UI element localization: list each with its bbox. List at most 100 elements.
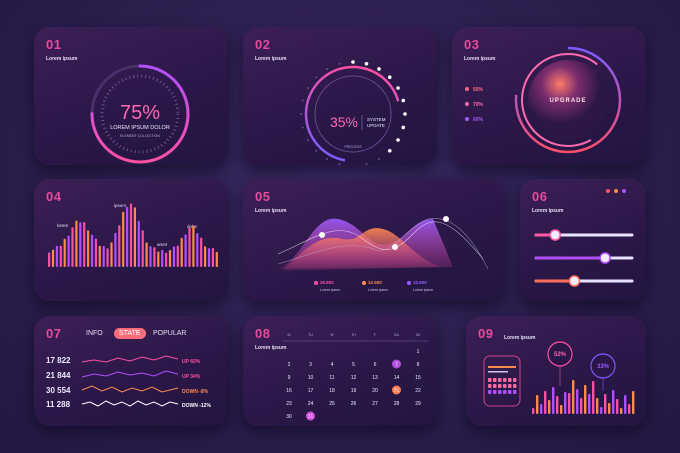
legend-dot	[407, 281, 411, 285]
calendar-date[interactable]: 17	[308, 388, 314, 394]
calendar-date[interactable]: 2	[288, 362, 291, 368]
panel-number: 07	[46, 326, 62, 341]
bar	[204, 246, 207, 267]
calendar-date[interactable]: 15	[415, 375, 421, 381]
grid-cell	[488, 378, 492, 382]
calendar-date[interactable]: 29	[415, 401, 421, 407]
grid-cell	[488, 390, 492, 394]
bar	[207, 248, 211, 267]
calendar-date[interactable]: 16	[286, 388, 292, 394]
wave-line-grey	[277, 218, 489, 270]
window-dot	[614, 189, 618, 193]
bar	[141, 230, 144, 267]
bar	[149, 246, 152, 267]
bar	[122, 211, 125, 267]
bar	[532, 408, 535, 414]
calendar-date[interactable]: 31	[308, 414, 314, 420]
tab-popular[interactable]: POPULAR	[153, 330, 187, 337]
calendar-date[interactable]: 12	[351, 375, 357, 381]
slider-handle[interactable]	[568, 275, 581, 287]
progress-dot	[365, 163, 368, 165]
wave-area-orange	[283, 228, 443, 271]
bar	[83, 222, 86, 267]
tab-state[interactable]: STATE	[114, 328, 146, 339]
bar	[106, 248, 109, 267]
calendar-date[interactable]: 14	[394, 375, 400, 381]
legend-dot	[465, 117, 469, 121]
calendar-date[interactable]: 27	[372, 401, 378, 407]
legend-value: 25.800	[320, 280, 334, 285]
bar	[67, 235, 70, 267]
bar	[75, 220, 78, 267]
slider-handle[interactable]	[599, 252, 611, 264]
gauge-progress	[90, 64, 190, 164]
calendar-date[interactable]: 23	[286, 401, 292, 407]
stat-value: 11 288	[46, 400, 71, 409]
gauge-35-chart: 35% SYSTEM UPDATE PROCESS	[300, 60, 407, 165]
calendar-date[interactable]: 9	[288, 375, 291, 381]
calendar-date[interactable]: 24	[308, 401, 314, 407]
bar	[564, 392, 567, 414]
panel-label: Lorem ipsum	[532, 208, 564, 214]
calendar-date[interactable]: 18	[329, 388, 335, 394]
panel-04: 04 lorem ipsum amet dolor	[34, 179, 228, 301]
calendar-date[interactable]: 6	[374, 362, 377, 368]
calendar-date[interactable]: 4	[331, 362, 334, 368]
wave-point[interactable]	[319, 232, 325, 238]
legend-item: 25.800 Lorem ipsum	[314, 280, 340, 292]
calendar-date[interactable]: 3	[309, 362, 312, 368]
calendar-date[interactable]: 1	[417, 349, 420, 355]
panel-01: 01 Lorem ipsum 75% LOREM IPSUM DOLOR ELE…	[34, 27, 228, 165]
calendar-date[interactable]: 19	[351, 388, 357, 394]
bar	[153, 247, 156, 267]
info-line	[488, 371, 508, 373]
upgrade-label[interactable]: UPGRADE	[549, 98, 586, 104]
legend-item: 50%	[465, 87, 484, 93]
upgrade-button-circle[interactable]	[528, 60, 608, 140]
calendar-date[interactable]: 8	[417, 362, 420, 368]
progress-dot	[326, 158, 328, 161]
calendar-weekday: M	[288, 333, 291, 337]
progress-dot	[396, 86, 400, 90]
bar	[572, 380, 575, 414]
bar	[560, 405, 563, 414]
gauge-value: 35%	[330, 114, 358, 130]
calendar-date[interactable]: 5	[352, 362, 355, 368]
middle-ring	[521, 53, 615, 147]
bar	[596, 398, 599, 414]
tab-info[interactable]: INFO	[86, 330, 103, 337]
calendar-date[interactable]: 22	[415, 388, 421, 394]
bar	[620, 408, 623, 414]
calendar-date[interactable]: 11	[329, 375, 334, 381]
bar	[568, 393, 571, 414]
upgrade-chart: 50% 70% 60% UPGRADE	[465, 46, 622, 154]
calendar-date[interactable]: 26	[351, 401, 357, 407]
bar	[588, 394, 591, 414]
info-line	[488, 366, 516, 368]
calendar-date[interactable]: 20	[372, 388, 378, 394]
bar	[55, 245, 58, 267]
panel-09: 09 Lorem ipsum 52% 33%	[466, 316, 646, 426]
wave-point[interactable]	[443, 216, 449, 222]
calendar-date[interactable]: 28	[394, 401, 400, 407]
grid-cell	[493, 384, 497, 388]
sparkline	[81, 400, 179, 407]
gauge-subtitle: ELEMENT COLLECTION	[120, 134, 160, 138]
slider-handle[interactable]	[549, 229, 561, 241]
calendar-date[interactable]: 21	[394, 388, 400, 394]
progress-dot	[351, 60, 355, 64]
wave-point[interactable]	[392, 244, 398, 250]
bar	[612, 390, 615, 414]
calendar-date[interactable]: 13	[372, 375, 378, 381]
bar	[114, 232, 117, 267]
calendar-date[interactable]: 30	[286, 414, 292, 420]
legend-value: 50%	[473, 87, 484, 93]
stat-change: UP 60%	[182, 359, 201, 365]
bar	[584, 385, 587, 414]
calendar-date[interactable]: 7	[395, 362, 398, 368]
mini-gauge-value: 52%	[554, 352, 567, 358]
calendar-date[interactable]: 25	[329, 401, 335, 407]
legend-dot	[314, 281, 318, 285]
calendar-date[interactable]: 10	[308, 375, 314, 381]
bar-label: dolor	[187, 224, 198, 229]
